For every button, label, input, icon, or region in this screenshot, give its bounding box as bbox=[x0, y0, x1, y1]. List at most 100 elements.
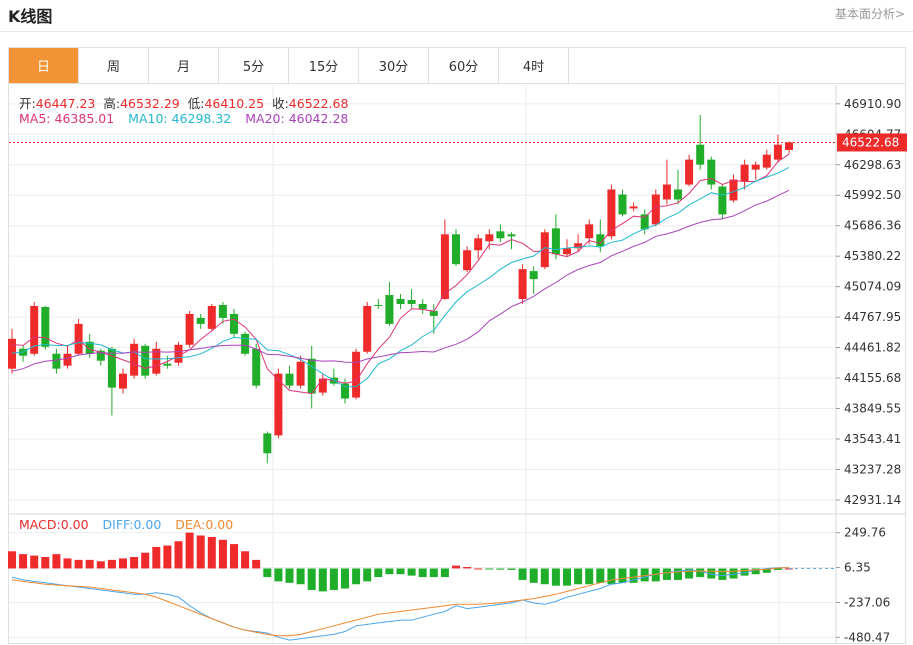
price-tick-label: 43237.28 bbox=[844, 462, 901, 476]
macd-bar bbox=[307, 568, 316, 590]
candle-up bbox=[740, 164, 749, 182]
macd-bar bbox=[285, 568, 294, 583]
macd-bar bbox=[674, 568, 682, 580]
candle-down bbox=[496, 231, 505, 239]
candle-up bbox=[352, 351, 361, 398]
macd-bar bbox=[329, 568, 338, 590]
macd-bar bbox=[263, 568, 272, 578]
macd-bar bbox=[496, 568, 505, 570]
candle-up bbox=[485, 234, 494, 242]
period-tabs: 日 周 月 5分 15分 30分 60分 4时 bbox=[8, 47, 906, 84]
fundamental-analysis-link[interactable]: 基本面分析> bbox=[834, 7, 905, 21]
candle-down bbox=[640, 214, 649, 230]
macd-bar bbox=[107, 559, 116, 569]
tab-4hour[interactable]: 4时 bbox=[499, 48, 569, 83]
candle-up bbox=[651, 194, 660, 225]
candle-down bbox=[196, 317, 205, 324]
macd-bar bbox=[152, 546, 161, 569]
macd-bar bbox=[63, 558, 72, 569]
macd-bar bbox=[485, 568, 494, 570]
macd-bar bbox=[174, 541, 183, 569]
tab-month[interactable]: 月 bbox=[149, 48, 219, 83]
price-tick-label: 46298.63 bbox=[844, 158, 901, 172]
tab-15min[interactable]: 15分 bbox=[289, 48, 359, 83]
candle-up bbox=[574, 243, 583, 249]
macd-bar bbox=[463, 567, 472, 569]
ma20-value: 46042.28 bbox=[288, 111, 349, 126]
macd-bar bbox=[563, 568, 571, 586]
tab-5min[interactable]: 5分 bbox=[219, 48, 289, 83]
macd-bar bbox=[318, 568, 327, 592]
macd-bar bbox=[607, 568, 616, 585]
last-price-tag bbox=[837, 133, 907, 152]
tab-60min[interactable]: 60分 bbox=[429, 48, 499, 83]
candle-down bbox=[41, 306, 50, 347]
macd-bar bbox=[341, 568, 349, 589]
dea-value: 0.00 bbox=[205, 517, 234, 532]
candle-up bbox=[30, 305, 39, 354]
macd-bar bbox=[685, 568, 694, 579]
ma5-label: MA5: bbox=[19, 111, 51, 126]
macd-bar bbox=[185, 532, 194, 569]
macd-bar bbox=[440, 568, 449, 578]
macd-bar bbox=[640, 568, 649, 582]
candle-down bbox=[696, 144, 705, 165]
high-value: 46532.29 bbox=[120, 96, 180, 111]
candle-down bbox=[529, 271, 538, 280]
macd-bar bbox=[762, 568, 771, 573]
price-tick-label: 45074.09 bbox=[844, 280, 901, 294]
ma10-line bbox=[11, 166, 790, 388]
macd-bar bbox=[230, 544, 238, 569]
candle-up bbox=[607, 189, 616, 237]
candle-up bbox=[629, 206, 638, 209]
candle-down bbox=[718, 186, 727, 215]
macd-bar bbox=[119, 558, 127, 569]
close-value: 46522.68 bbox=[288, 96, 349, 111]
last-price-label: 46522.68 bbox=[842, 135, 899, 149]
low-label: 低: bbox=[187, 96, 205, 111]
ohlc-legend: 开:46447.23 高:46532.29 低:46410.25 收:46522… bbox=[19, 93, 352, 112]
candle-down bbox=[341, 383, 349, 399]
macd-bar bbox=[474, 568, 483, 570]
macd-bar bbox=[540, 568, 549, 585]
macd-bar bbox=[30, 555, 39, 569]
macd-bar bbox=[141, 552, 150, 569]
macd-bar bbox=[452, 565, 460, 569]
ma-legend: MA5: 46385.01 MA10: 46298.32 MA20: 46042.28 bbox=[19, 111, 352, 126]
diff-value: 0.00 bbox=[133, 517, 162, 532]
macd-bar bbox=[130, 557, 139, 569]
macd-bar bbox=[296, 568, 305, 585]
candle-up bbox=[540, 232, 549, 268]
macd-bar bbox=[596, 568, 605, 583]
candle-down bbox=[241, 333, 250, 354]
ma10-value: 46298.32 bbox=[171, 111, 232, 126]
macd-bar bbox=[618, 568, 627, 583]
header-divider bbox=[0, 31, 913, 32]
macd-bar bbox=[96, 561, 105, 569]
candle-down bbox=[674, 189, 682, 200]
tab-30min[interactable]: 30分 bbox=[359, 48, 429, 83]
macd-bar bbox=[385, 568, 394, 575]
candle-down bbox=[507, 234, 516, 237]
macd-bar bbox=[707, 568, 716, 579]
macd-bar bbox=[85, 559, 94, 569]
candle-up bbox=[296, 361, 305, 386]
candle-down bbox=[141, 345, 150, 376]
candle-down bbox=[263, 433, 272, 454]
macd-bar bbox=[374, 568, 383, 578]
macd-bar bbox=[163, 545, 172, 569]
tab-day[interactable]: 日 bbox=[9, 48, 79, 83]
macd-legend: MACD:0.00 DIFF:0.00 DEA:0.00 bbox=[19, 517, 237, 532]
macd-bar bbox=[696, 568, 705, 578]
candle-up bbox=[518, 269, 527, 299]
price-tick-label: 45992.50 bbox=[844, 188, 901, 202]
tab-week[interactable]: 周 bbox=[79, 48, 149, 83]
macd-bar bbox=[274, 568, 283, 582]
low-value: 46410.25 bbox=[204, 96, 265, 111]
macd-tick-label: -237.06 bbox=[844, 595, 890, 609]
candle-up bbox=[174, 344, 183, 363]
macd-bar bbox=[218, 539, 227, 569]
close-label: 收: bbox=[272, 96, 289, 111]
candle-up bbox=[773, 144, 782, 160]
